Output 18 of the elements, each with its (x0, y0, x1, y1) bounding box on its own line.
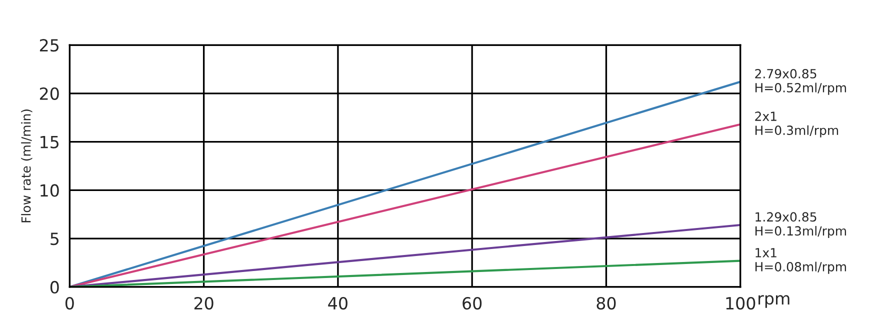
series-label: 1x1 H=0.08ml/rpm (755, 248, 846, 274)
y-tick-label: 0 (50, 280, 59, 294)
x-tick-label: 60 (462, 296, 482, 310)
series-label: 1.29x0.85 H=0.13ml/rpm (755, 212, 846, 238)
x-tick-label: 40 (328, 296, 348, 310)
series-label: 2.79x0.85 H=0.52ml/rpm (755, 68, 846, 95)
y-axis-title: Flow rate (ml/min) (21, 110, 32, 222)
x-tick-label: 80 (596, 296, 616, 310)
x-axis-title: rpm (758, 295, 790, 308)
y-tick-label: 5 (50, 232, 58, 246)
x-tick-label: 20 (194, 296, 214, 310)
x-tick-label: 0 (65, 296, 74, 310)
x-tick-label: 100 (726, 296, 756, 310)
y-tick-label: 25 (40, 38, 58, 52)
y-tick-label: 15 (40, 136, 58, 148)
y-tick-label: 10 (40, 184, 59, 197)
series-label: 2x1 H=0.3ml/rpm (755, 112, 838, 138)
y-tick-label: 20 (40, 87, 59, 100)
